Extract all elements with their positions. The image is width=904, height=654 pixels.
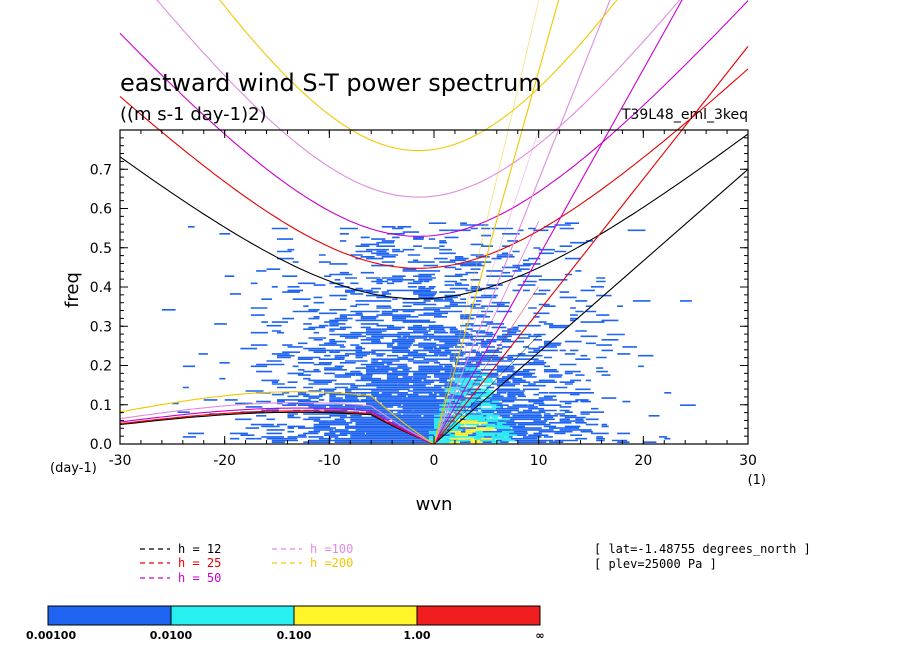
y-tick-label: 0.5 (90, 241, 112, 257)
x-tick-label: 20 (634, 453, 652, 469)
colorbar-label: 1.00 (403, 629, 430, 642)
rossby-curve-h12 (119, 411, 435, 444)
x-tick-label: 0 (430, 453, 439, 469)
x-unit-label: (1) (748, 473, 766, 488)
kelvin-line-h200 (433, 0, 560, 444)
y-tick-label: 0.2 (90, 359, 112, 375)
x-tick-label: -20 (213, 453, 236, 469)
y-unit-label: (day-1) (50, 461, 97, 476)
y-tick-label: 0.4 (90, 280, 112, 296)
x-axis-ticks: -30 -20 -10 0 10 20 30 (109, 130, 757, 469)
inner-line-h12 (433, 334, 539, 444)
rossby-curve-h200 (119, 391, 435, 444)
x-tick-label: -30 (109, 453, 132, 469)
chart-title: eastward wind S-T power spectrum (120, 69, 542, 97)
colorbar-segment (170, 605, 295, 626)
x-tick-label: 30 (739, 453, 757, 469)
inner-line-h25 (433, 286, 539, 444)
info-box: [ lat=-1.48755 degrees_north ][ plev=250… (594, 542, 811, 571)
dispersion-curves (119, 0, 749, 444)
dispersion-curve-h12 (119, 133, 749, 300)
y-tick-label: 0.6 (90, 202, 112, 218)
colorbar-segment (416, 605, 541, 626)
colorbar-label: ∞ (535, 629, 544, 642)
dispersion-curve-h100 (156, 0, 681, 198)
legend-label-h12: h = 12 (178, 542, 221, 556)
y-axis-ticks: 0.0 0.1 0.2 0.3 0.4 0.5 0.6 0.7 (90, 137, 748, 453)
inner-line-h200 (433, 0, 540, 444)
inner-line-h50 (433, 221, 539, 444)
rossby-curve-h100 (119, 402, 435, 444)
run-label: T39L48_eml_3keq (621, 107, 748, 123)
heatmap-level-0.1 (449, 416, 495, 443)
colorbar-label: 0.0100 (150, 629, 193, 642)
kelvin-line-h100 (433, 0, 611, 444)
heatmap-level-0.01 (428, 367, 518, 443)
power-spectrum-heatmap (161, 222, 696, 443)
x-tick-label: -10 (318, 453, 341, 469)
y-tick-label: 0.3 (90, 319, 112, 335)
kelvin-line-h12 (433, 168, 749, 444)
chart-subtitle: ((m s-1 day-1)2) (120, 104, 267, 125)
dispersion-curve-h25 (119, 68, 749, 269)
kelvin-line-h25 (433, 46, 749, 444)
rossby-curve-h25 (119, 410, 435, 444)
colorbar: 0.00100 0.0100 0.100 1.00 ∞ (26, 605, 545, 642)
legend-label-h200: h =200 (310, 556, 353, 570)
colorbar-segment (293, 605, 418, 626)
x-tick-label: 10 (530, 453, 548, 469)
kelvin-line-h50 (433, 0, 683, 444)
legend-label-h50: h = 50 (178, 571, 221, 585)
y-tick-label: 0.7 (90, 162, 112, 178)
x-axis-label: wvn (416, 494, 453, 515)
legend-label-h25: h = 25 (178, 556, 221, 570)
dispersion-curve-h200 (218, 0, 618, 152)
y-tick-label: 0.0 (90, 437, 112, 453)
legend-label-h100: h =100 (310, 542, 353, 556)
info-line: [ lat=-1.48755 degrees_north ] (594, 542, 811, 556)
heatmap-level-0.001 (161, 222, 696, 443)
colorbar-label: 0.100 (277, 629, 312, 642)
inner-line-h100 (433, 130, 539, 444)
info-line: [ plev=25000 Pa ] (594, 557, 717, 571)
rossby-curve-h50 (119, 407, 435, 444)
y-tick-label: 0.1 (90, 398, 112, 414)
colorbar-segment (47, 605, 172, 626)
y-axis-label: freq (62, 272, 83, 308)
colorbar-label: 0.00100 (26, 629, 76, 642)
